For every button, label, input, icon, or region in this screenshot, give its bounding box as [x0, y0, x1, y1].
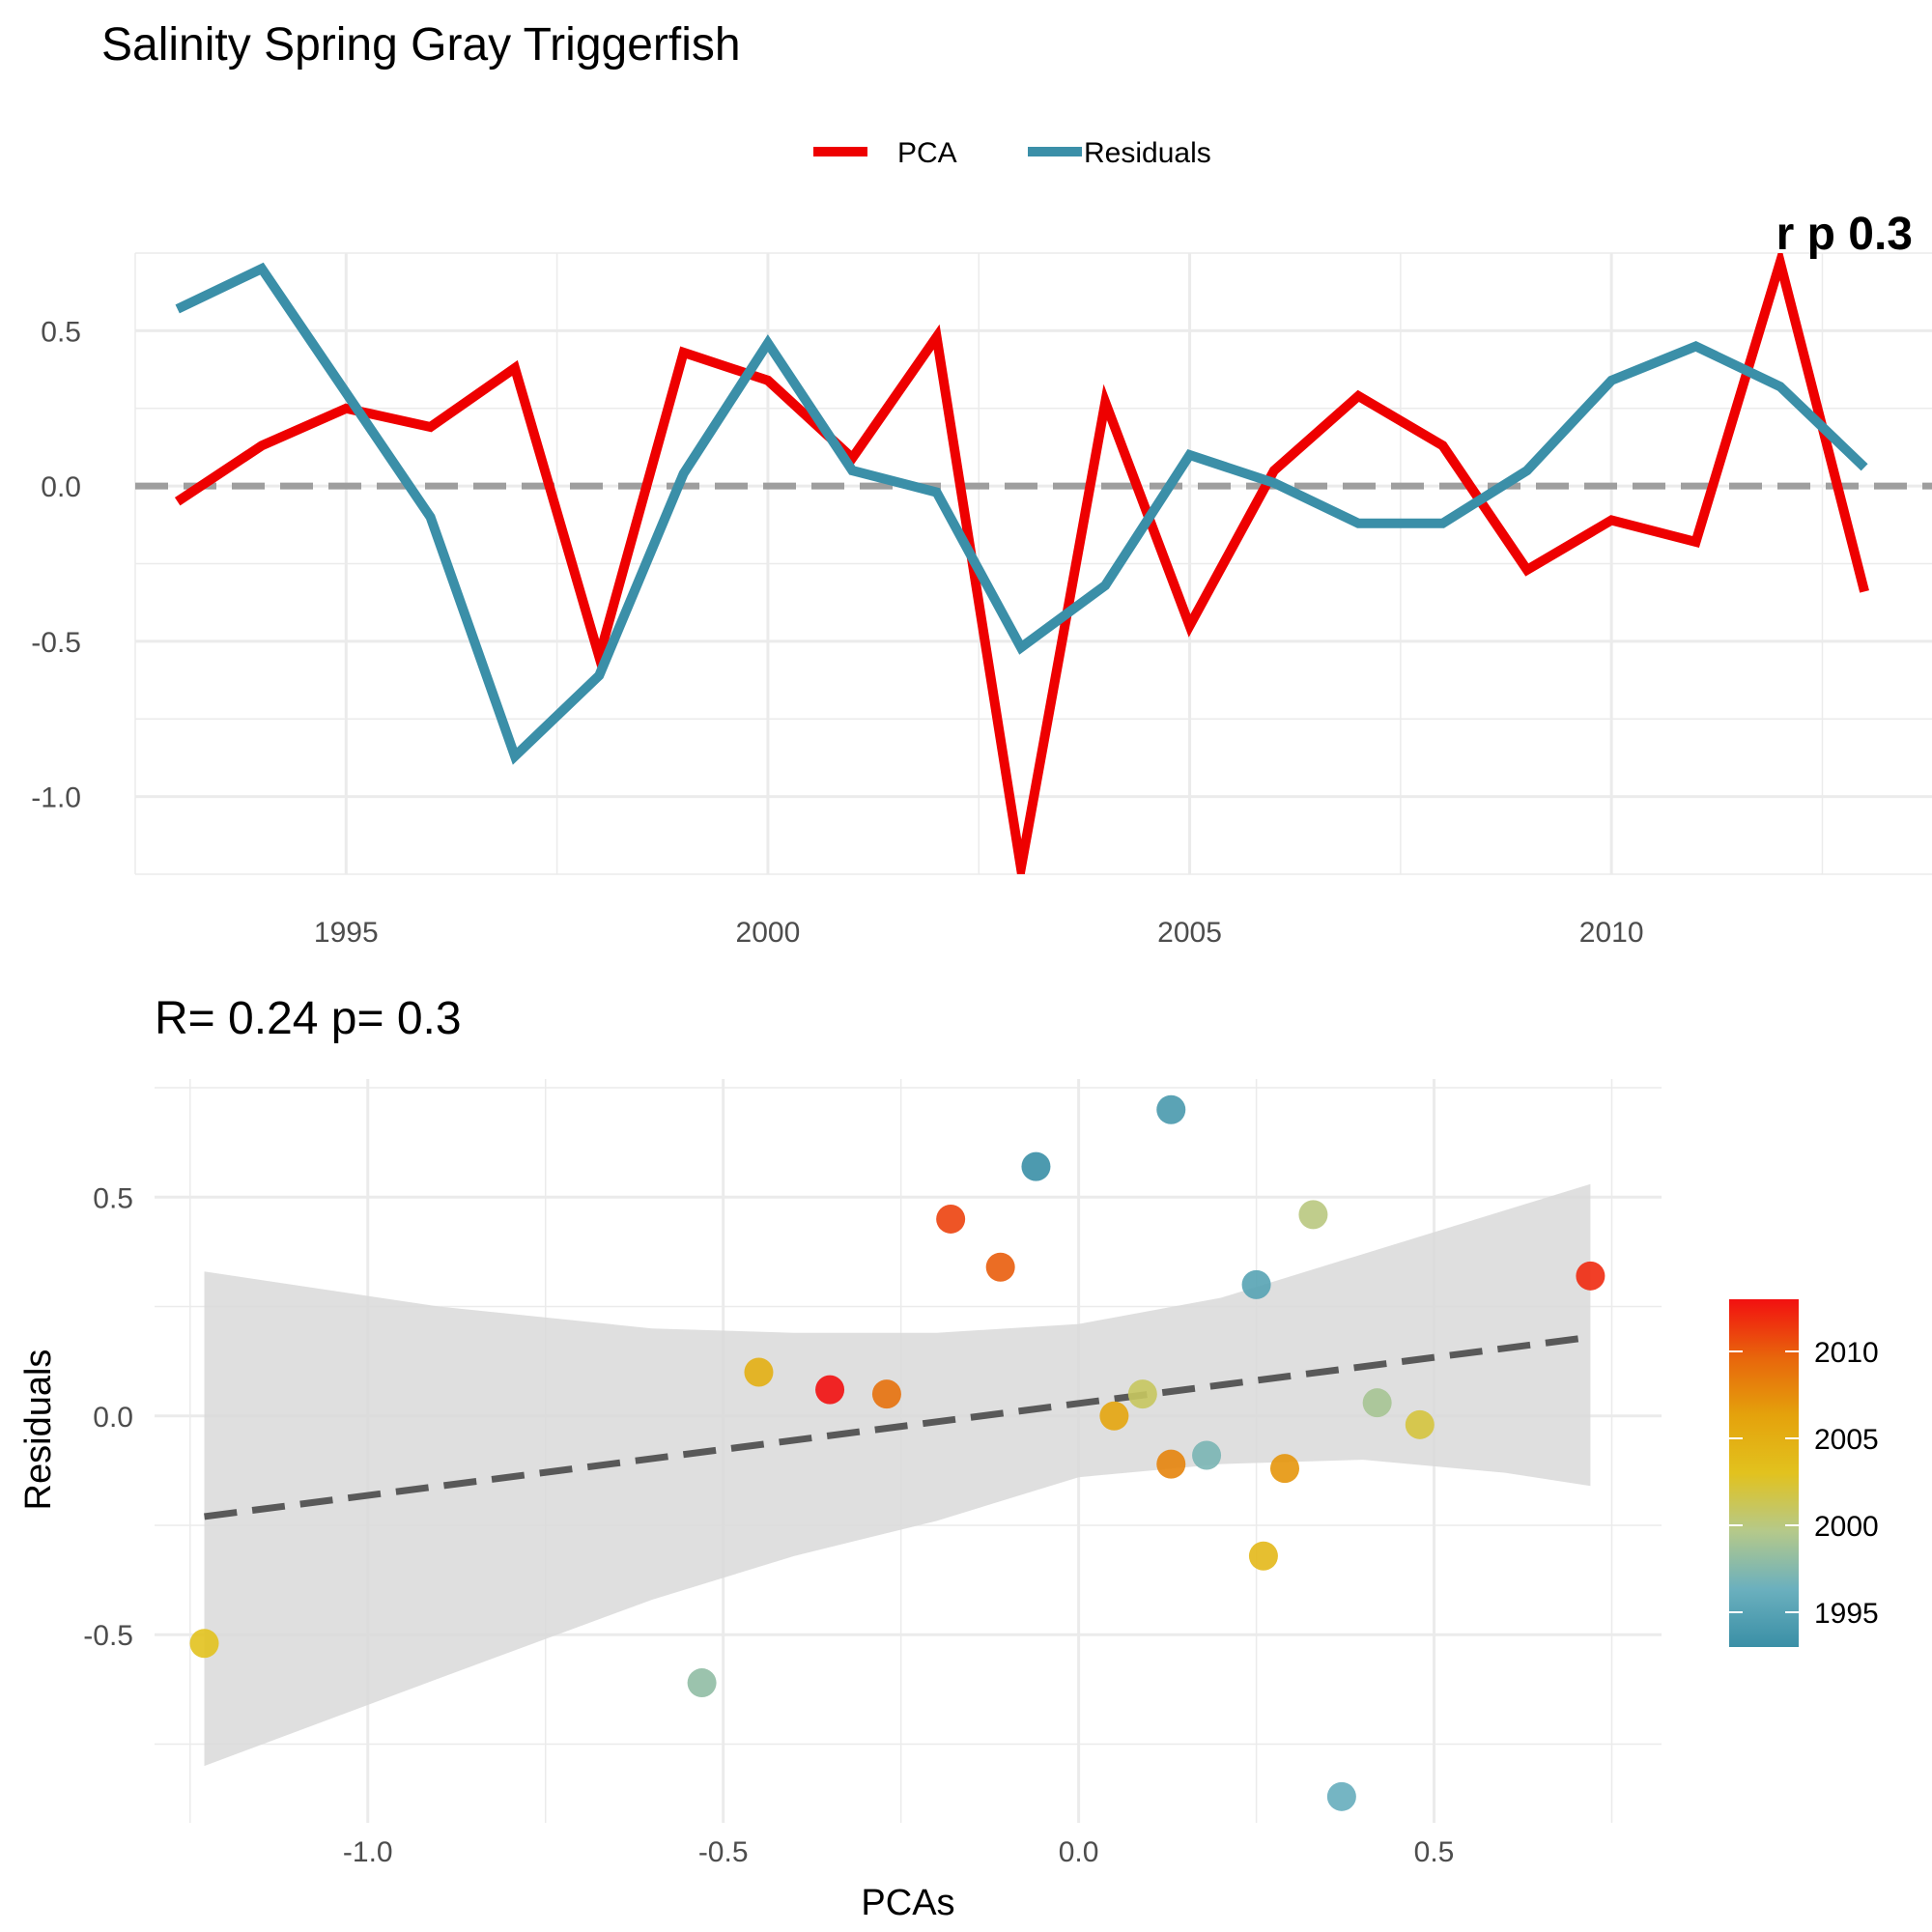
- scatter-y-axis-title: Residuals: [18, 1350, 59, 1511]
- scatter-point: [1248, 1541, 1278, 1571]
- color-scale-bar: [1729, 1299, 1799, 1647]
- scatter-point: [744, 1357, 774, 1387]
- timeseries-x-tick-label: 2010: [1579, 917, 1644, 949]
- timeseries-y-tick-label: 0.5: [41, 316, 81, 348]
- scatter-point: [815, 1375, 845, 1405]
- legend-label-residuals: Residuals: [1084, 137, 1211, 169]
- fit-line: [204, 1333, 1591, 1520]
- scatter-x-tick-label: 0.0: [1059, 1836, 1099, 1868]
- timeseries-lines: [135, 253, 1932, 874]
- scatter-point: [1156, 1094, 1186, 1124]
- confidence-ribbon: [204, 1183, 1591, 1767]
- scatter-point: [1156, 1449, 1186, 1479]
- scatter-point: [1099, 1401, 1129, 1431]
- legend-label-pca: PCA: [897, 137, 957, 169]
- timeseries-corner-label: r p 0.3: [1776, 209, 1913, 260]
- color-scale-tick-label: 2010: [1814, 1337, 1879, 1369]
- scatter-point: [687, 1668, 717, 1698]
- scatter-x-tick-label: -0.5: [698, 1836, 749, 1868]
- scatter-y-tick-label: 0.5: [93, 1182, 133, 1214]
- color-scale-tick-label: 1995: [1814, 1598, 1879, 1630]
- scatter-point: [985, 1252, 1015, 1282]
- color-scale-tick-label: 2005: [1814, 1424, 1879, 1456]
- color-scale-tick-label: 2000: [1814, 1511, 1879, 1543]
- timeseries-y-tick-labels: -1.0 -0.5 0.0 0.5: [31, 316, 81, 813]
- timeseries-x-tick-labels: 1995 2000 2005 2010: [314, 917, 1644, 949]
- timeseries-x-tick-label: 2000: [736, 917, 801, 949]
- scatter-y-tick-label: -0.5: [83, 1620, 133, 1652]
- scatter-panel: R= 0.24 p= 0.3 -0.5 0.0 0.5 -1.0 -0.5 0.0 0.5…: [18, 993, 1662, 1923]
- color-scale-legend: 1995 2000 2005 2010: [1729, 1299, 1879, 1647]
- scatter-point: [1270, 1454, 1299, 1484]
- timeseries-y-tick-label: -0.5: [31, 627, 81, 659]
- timeseries-y-tick-label: -1.0: [31, 782, 81, 814]
- scatter-y-tick-labels: -0.5 0.0 0.5: [83, 1182, 133, 1652]
- series-line-pca: [174, 253, 1869, 874]
- timeseries-panel: -1.0 -0.5 0.0 0.5 1995 2000 2005 2010 r p 0.3: [31, 209, 1932, 949]
- scatter-point: [1192, 1440, 1222, 1470]
- timeseries-x-tick-label: 1995: [314, 917, 379, 949]
- scatter-point: [1576, 1261, 1605, 1291]
- scatter-point: [1362, 1388, 1392, 1418]
- scatter-point: [1326, 1781, 1356, 1811]
- scatter-x-tick-label: -1.0: [343, 1836, 393, 1868]
- confidence-ribbon-group: [204, 1183, 1591, 1767]
- scatter-point: [1405, 1409, 1435, 1439]
- timeseries-y-tick-label: 0.0: [41, 471, 81, 503]
- color-scale-ticks: 1995 2000 2005 2010: [1729, 1337, 1879, 1630]
- scatter-point: [1298, 1200, 1328, 1230]
- legend: PCA Residuals: [813, 137, 1211, 169]
- fit-line-group: [204, 1333, 1591, 1520]
- scatter-points: [189, 1094, 1605, 1811]
- scatter-point: [1241, 1269, 1271, 1299]
- scatter-point: [936, 1204, 966, 1234]
- chart-title: Salinity Spring Gray Triggerfish: [101, 19, 741, 71]
- series-line-residuals: [175, 262, 1868, 765]
- timeseries-x-tick-label: 2005: [1157, 917, 1222, 949]
- scatter-x-tick-label: 0.5: [1414, 1836, 1455, 1868]
- scatter-point: [1127, 1379, 1157, 1409]
- scatter-x-tick-labels: -1.0 -0.5 0.0 0.5: [343, 1836, 1454, 1868]
- scatter-point: [1021, 1151, 1051, 1181]
- scatter-point: [189, 1629, 219, 1659]
- scatter-y-tick-label: 0.0: [93, 1402, 133, 1434]
- scatter-title: R= 0.24 p= 0.3: [155, 993, 462, 1044]
- scatter-point: [871, 1379, 901, 1409]
- scatter-x-axis-title: PCAs: [861, 1883, 954, 1923]
